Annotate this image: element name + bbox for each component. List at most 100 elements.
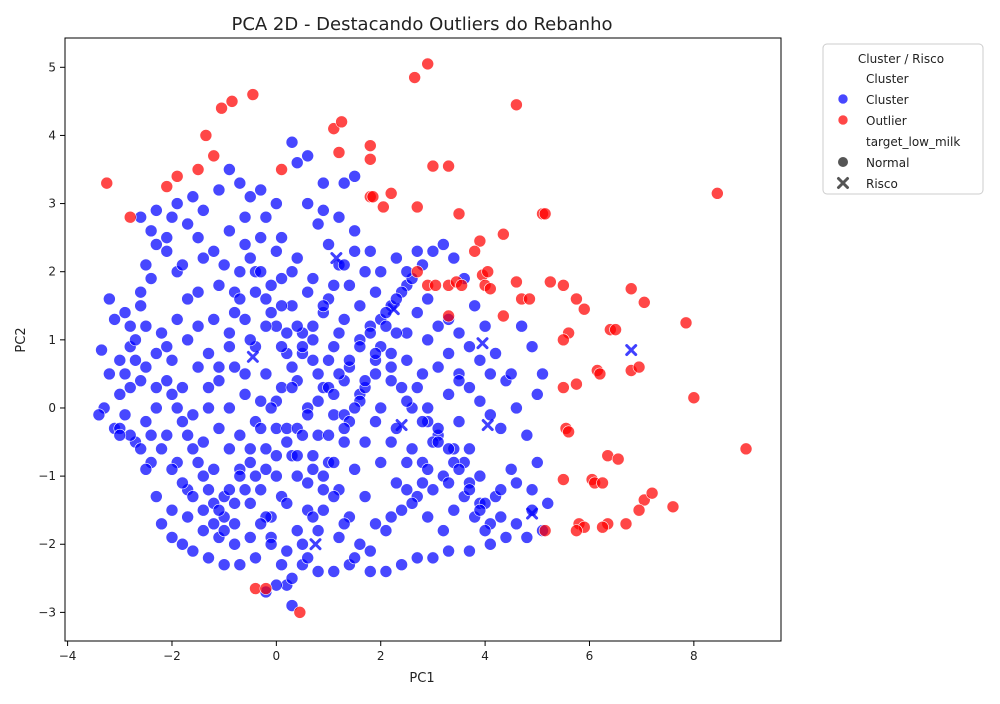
cluster-point (270, 197, 283, 210)
y-tick-label: 2 (48, 265, 56, 279)
cluster-point (358, 490, 372, 503)
cluster-point (228, 360, 241, 374)
cluster-point (290, 449, 304, 462)
cluster-point (306, 272, 320, 285)
cluster-point (238, 238, 252, 251)
y-axis-label: PC2 (14, 327, 29, 352)
cluster-point (160, 231, 174, 244)
outlier-point (191, 163, 205, 176)
cluster-point (332, 531, 346, 544)
y-tick-label: 0 (48, 401, 56, 415)
cluster-point (416, 367, 429, 381)
outlier-point (442, 309, 455, 323)
legend-style-title: target_low_milk (866, 135, 960, 149)
cluster-point (118, 306, 132, 319)
cluster-point (484, 408, 497, 422)
cluster-point (421, 401, 434, 415)
cluster-point (311, 524, 325, 537)
cluster-point (484, 367, 497, 381)
outlier-point (363, 139, 377, 152)
cluster-point (374, 265, 388, 279)
cluster-point (327, 490, 341, 503)
cluster-point (233, 176, 247, 190)
cluster-point (473, 353, 487, 367)
cluster-point (123, 319, 137, 333)
cluster-point (332, 326, 346, 340)
cluster-point (327, 565, 341, 578)
cluster-point (306, 449, 320, 462)
cluster-point (129, 353, 142, 367)
outlier-point (557, 381, 570, 394)
legend-risco-marker (837, 177, 849, 189)
cluster-point (264, 537, 278, 551)
cluster-point (337, 176, 351, 190)
cluster-point (301, 476, 314, 490)
cluster-point (363, 326, 377, 340)
cluster-point (410, 306, 424, 319)
cluster-point (238, 210, 252, 224)
outlier-point (609, 323, 622, 336)
data-points (92, 57, 753, 619)
cluster-point (290, 524, 304, 537)
cluster-point (150, 238, 163, 251)
x-tick-label: 0 (273, 649, 281, 663)
cluster-point (113, 388, 127, 401)
cluster-point (202, 381, 215, 394)
cluster-point (95, 343, 108, 357)
y-tick-label: −3 (38, 605, 56, 619)
cluster-point (478, 524, 492, 537)
cluster-point (285, 265, 299, 279)
cluster-point (353, 299, 367, 313)
cluster-point (510, 517, 523, 531)
cluster-point (254, 231, 267, 244)
outlier-point (429, 279, 442, 292)
cluster-point (249, 551, 262, 565)
cluster-point (181, 510, 194, 524)
cluster-point (348, 170, 361, 183)
outlier-point (711, 187, 724, 200)
cluster-point (176, 537, 189, 551)
cluster-point (410, 381, 424, 394)
outlier-point (637, 296, 651, 309)
cluster-point (463, 340, 476, 353)
cluster-point (160, 244, 174, 258)
cluster-point (176, 476, 189, 490)
cluster-point (196, 524, 210, 537)
outlier-point (687, 391, 701, 405)
risk-point (330, 252, 343, 265)
cluster-point (421, 510, 434, 524)
cluster-point (150, 490, 163, 503)
legend-cluster-label: Cluster (866, 93, 909, 107)
cluster-point (196, 435, 210, 449)
cluster-point (463, 442, 476, 456)
cluster-point (337, 313, 351, 326)
cluster-point (484, 537, 497, 551)
outlier-point (577, 302, 591, 316)
cluster-point (384, 347, 398, 360)
cluster-point (191, 319, 205, 333)
cluster-point (311, 367, 325, 381)
cluster-point (165, 462, 179, 476)
outlier-point (225, 95, 239, 108)
cluster-point (530, 388, 544, 401)
cluster-point (306, 333, 320, 347)
outlier-point (538, 524, 552, 537)
outlier-point (593, 367, 607, 381)
legend-title: Cluster / Risco (858, 52, 944, 66)
cluster-point (243, 251, 257, 265)
cluster-point (150, 204, 163, 217)
cluster-point (510, 401, 523, 415)
cluster-point (327, 456, 341, 469)
cluster-point (113, 353, 127, 367)
cluster-point (280, 544, 294, 558)
outlier-point (497, 227, 510, 241)
cluster-point (311, 565, 325, 578)
cluster-point (410, 551, 424, 565)
y-tick-label: −1 (38, 469, 56, 483)
outlier-point (570, 377, 583, 391)
cluster-point (306, 353, 320, 367)
cluster-point (139, 462, 153, 476)
cluster-point (212, 503, 226, 517)
cluster-point (296, 537, 309, 551)
cluster-point (296, 428, 309, 442)
